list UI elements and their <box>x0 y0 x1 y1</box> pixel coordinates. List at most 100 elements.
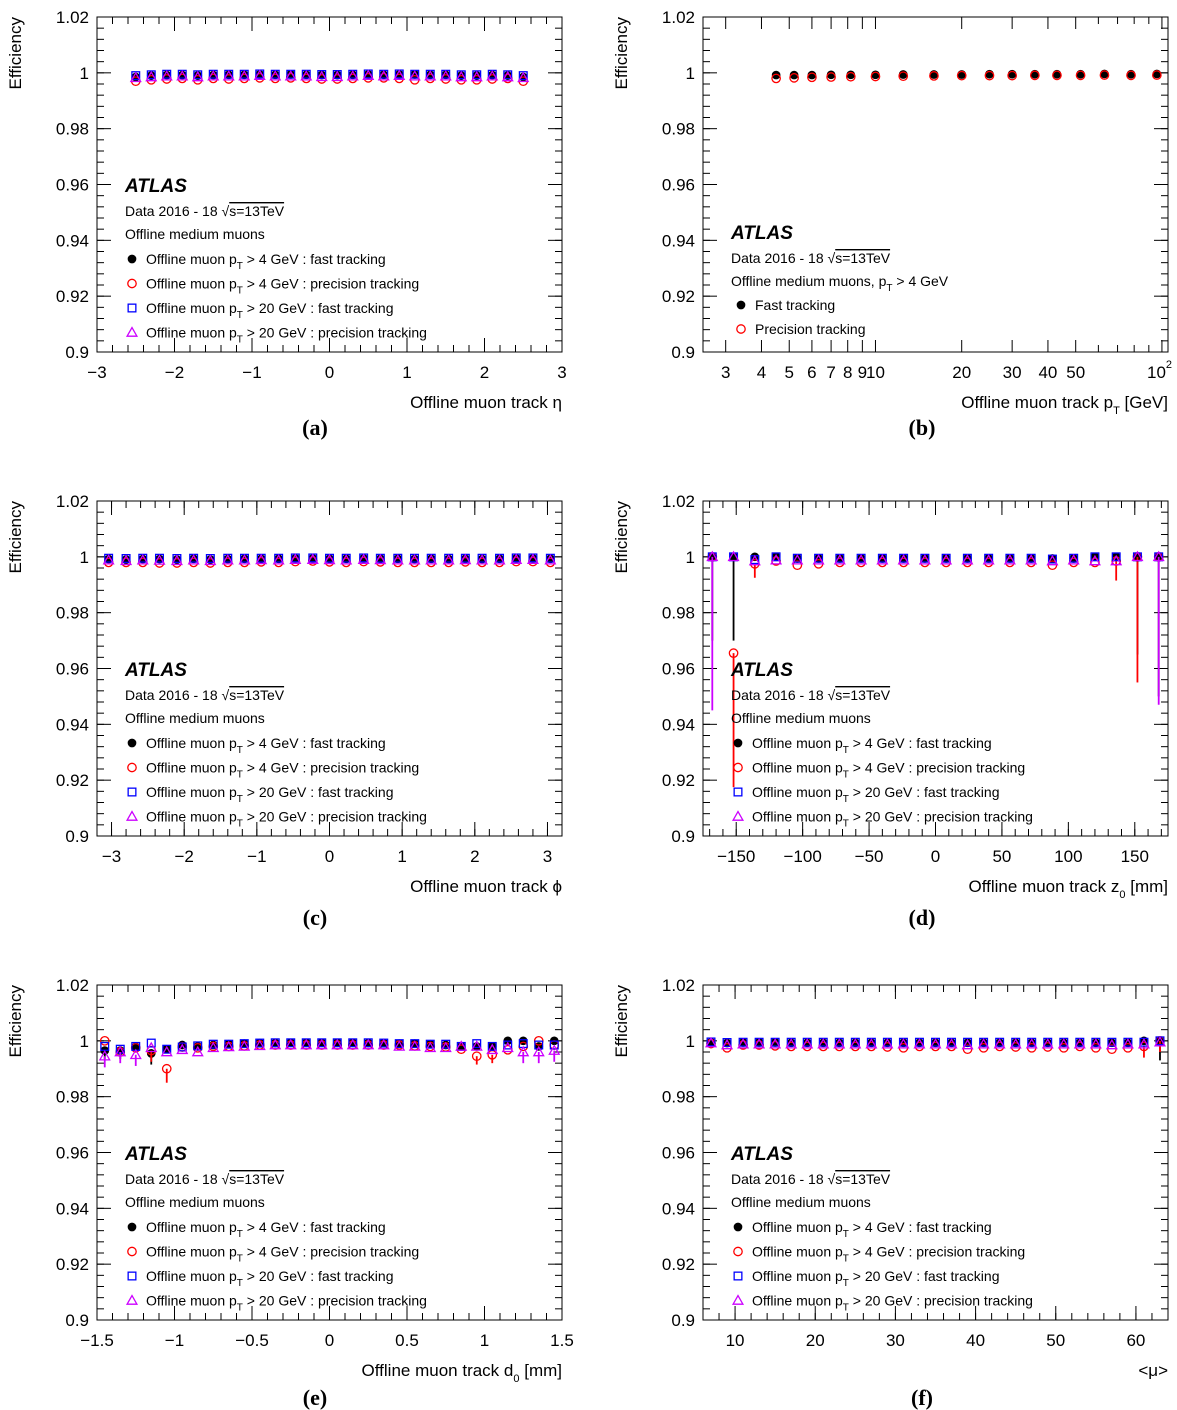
y-tick-label: 1 <box>80 1032 89 1051</box>
text-span: T <box>237 819 243 830</box>
legend-marker <box>736 324 746 334</box>
text-span: > 20 GeV : fast tracking <box>849 1268 1000 1284</box>
panel-d: 0.9 0.92 0.94 0.96 0.98 1 1.02 −150 −100 −50 0 50 10… <box>612 492 1169 930</box>
data-point <box>1029 70 1040 81</box>
data-point <box>221 553 234 565</box>
data-point <box>160 1045 173 1057</box>
x-tick-label: 1 <box>480 1331 489 1350</box>
sqrt-s-text: s=13TeV <box>835 250 891 266</box>
x-axis-label: Offline muon track d0 [mm] <box>362 1361 562 1385</box>
series-2 <box>100 1038 559 1054</box>
y-axis-label: Efficiency <box>6 985 25 1058</box>
atlas-label: ATLAS <box>124 660 187 681</box>
data-point <box>362 69 375 80</box>
data-point <box>207 1041 220 1053</box>
data-point <box>1073 1037 1086 1049</box>
data-point <box>1153 1036 1167 1047</box>
sqrt-symbol: √ <box>828 1171 836 1187</box>
legend-entry: Offline muon pT > 20 GeV : fast tracking <box>146 300 393 321</box>
legend-entry: Offline muon pT > 4 GeV : precision trac… <box>146 1244 419 1265</box>
data-point <box>771 73 781 84</box>
data-point <box>870 71 881 82</box>
panel-label: (b) <box>909 415 936 440</box>
data-point <box>913 1037 926 1049</box>
y-tick-label: 0.94 <box>56 715 89 734</box>
y-axis-label: Efficiency <box>6 17 25 90</box>
selection-text: Offline medium muons <box>125 226 265 242</box>
x-tick-label: 2 <box>480 363 489 382</box>
legend-marker <box>731 1294 745 1305</box>
data-point <box>145 70 158 82</box>
data-point <box>1152 550 1165 562</box>
text-span: Offline muon p <box>752 1219 843 1235</box>
y-tick-label: 1.02 <box>56 8 89 27</box>
x-tick-label: 100 <box>1054 847 1082 866</box>
legend-marker <box>731 810 745 821</box>
data-point <box>1025 553 1038 565</box>
legend-entry: Offline muon pT > 20 GeV : fast tracking <box>752 784 999 805</box>
data-point <box>300 69 313 81</box>
text-span: > 4 GeV : precision tracking <box>243 760 419 776</box>
data-point <box>442 553 455 565</box>
data-point <box>493 553 506 565</box>
data-point <box>315 1038 328 1050</box>
data-point <box>439 1041 452 1053</box>
data-point <box>176 1043 189 1055</box>
data-point <box>255 1038 265 1048</box>
data-point <box>374 553 387 565</box>
y-tick-label: 1 <box>80 548 89 567</box>
text-span: [GeV] <box>1120 393 1168 412</box>
x-tick-label: 60 <box>1126 1331 1145 1350</box>
data-point <box>977 1037 990 1049</box>
data-point <box>439 69 452 81</box>
x-tick-label: 0 <box>325 847 334 866</box>
y-tick-label: 0.94 <box>56 231 89 250</box>
data-text: Data 2016 - 18 √s=13TeV <box>125 1171 285 1187</box>
data-point <box>391 553 404 565</box>
text-span: T <box>886 283 892 294</box>
series-3 <box>706 550 1165 711</box>
y-tick-label: 0.98 <box>662 1088 695 1107</box>
data-point <box>408 69 421 81</box>
text-span: > 4 GeV : precision tracking <box>243 1244 419 1260</box>
legend-entry: Offline muon pT > 4 GeV : precision trac… <box>752 760 1025 781</box>
data-text: Data 2016 - 18 √s=13TeV <box>125 203 285 219</box>
legend-entry: Offline muon pT > 4 GeV : precision trac… <box>752 1244 1025 1265</box>
data-point <box>346 69 359 81</box>
y-tick-label: 1.02 <box>662 976 695 995</box>
data-point <box>424 1041 437 1053</box>
data-point <box>410 1039 420 1049</box>
text-span: > 4 GeV : fast tracking <box>243 251 386 267</box>
y-tick-label: 0.9 <box>65 343 89 362</box>
text-span: Data 2016 - 18 <box>125 1171 222 1187</box>
x-tick-label: −0.5 <box>235 1331 269 1350</box>
data-point <box>897 1037 910 1049</box>
data-point <box>238 69 251 81</box>
y-tick-label: 0.92 <box>56 287 89 306</box>
data-point <box>162 1044 172 1054</box>
y-axis-label: Efficiency <box>612 17 631 90</box>
data-point <box>253 1039 266 1051</box>
data-point <box>146 1038 156 1048</box>
y-tick-label: 0.9 <box>671 1311 695 1330</box>
text-span: Offline muon p <box>146 300 237 316</box>
text-span: T <box>237 261 243 272</box>
x-tick-label: −2 <box>165 363 184 382</box>
legend-entry: Offline muon pT > 4 GeV : fast tracking <box>752 735 992 756</box>
y-tick-label: 0.98 <box>56 1088 89 1107</box>
data-point <box>193 1041 203 1051</box>
text-span: Offline muon p <box>752 784 843 800</box>
data-point <box>727 550 740 562</box>
x-tick-label: 10 <box>726 1331 745 1350</box>
data-point <box>503 1040 513 1050</box>
x-tick-label: 20 <box>806 1331 825 1350</box>
selection-text: Offline medium muons <box>125 710 265 726</box>
x-tick-label: 150 <box>1121 847 1149 866</box>
data-point <box>424 69 437 81</box>
legend-marker <box>127 1246 137 1257</box>
y-tick-label: 1.02 <box>56 492 89 511</box>
data-point <box>855 553 868 565</box>
text-span: > 20 GeV : precision tracking <box>849 809 1033 825</box>
x-tick-label: 0 <box>325 1331 334 1350</box>
